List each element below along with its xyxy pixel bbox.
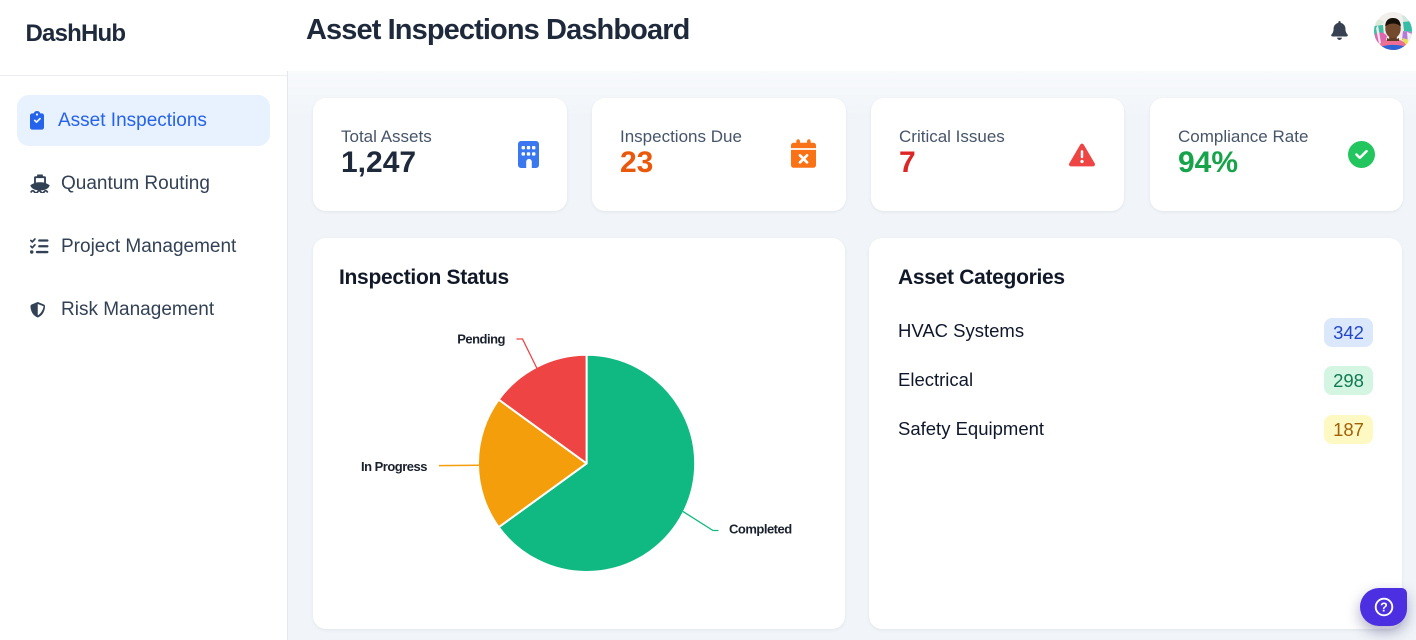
svg-text:In Progress: In Progress (361, 459, 427, 474)
svg-text:?: ? (1380, 600, 1388, 614)
svg-text:Pending: Pending (457, 331, 505, 346)
svg-text:Completed: Completed (729, 521, 792, 536)
